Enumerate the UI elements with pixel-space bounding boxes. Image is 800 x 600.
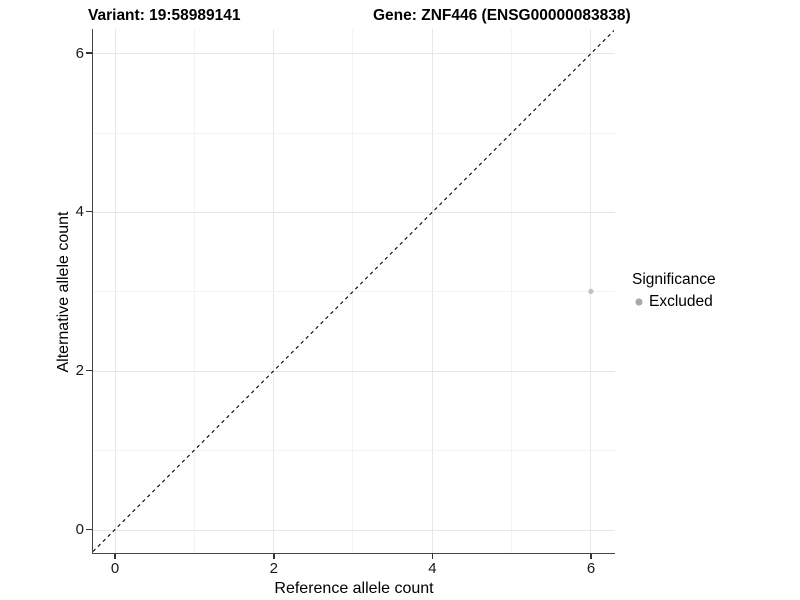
plot-panel bbox=[91, 29, 615, 554]
y-tick-label-6: 6 bbox=[75, 44, 84, 62]
panel-overlay bbox=[92, 29, 614, 552]
x-tick-label-6: 6 bbox=[586, 560, 596, 577]
y-tick-mark-4 bbox=[86, 210, 92, 213]
plot-title-variant: Variant: 19:58989141 bbox=[88, 7, 241, 24]
plot-title-gene: Gene: ZNF446 (ENSG00000083838) bbox=[373, 7, 631, 24]
y-tick-label-2: 2 bbox=[75, 361, 84, 379]
identity-line bbox=[92, 29, 614, 552]
x-tick-mark-6 bbox=[590, 554, 592, 559]
x-tick-label-2: 2 bbox=[269, 560, 278, 577]
data-point-excluded bbox=[587, 288, 593, 294]
y-tick-label-4: 4 bbox=[75, 203, 84, 221]
legend-item-label: Excluded bbox=[649, 293, 713, 310]
x-tick-label-4: 4 bbox=[428, 560, 437, 577]
y-tick-mark-0 bbox=[86, 528, 92, 531]
y-axis-title: Alternative allele count bbox=[55, 211, 72, 373]
x-tick-label-0: 0 bbox=[110, 560, 120, 577]
legend-item-excluded: Excluded bbox=[632, 293, 716, 311]
y-tick-mark-2 bbox=[86, 369, 92, 372]
excluded-point-icon bbox=[635, 298, 643, 306]
x-tick-mark-4 bbox=[431, 554, 434, 559]
y-tick-label-0: 0 bbox=[75, 521, 84, 538]
legend: Significance Excluded bbox=[632, 271, 716, 311]
x-tick-mark-2 bbox=[273, 554, 275, 559]
x-tick-mark-0 bbox=[114, 554, 116, 559]
x-axis-title: Reference allele count bbox=[274, 580, 434, 597]
y-tick-mark-6 bbox=[86, 52, 92, 54]
legend-title: Significance bbox=[632, 271, 716, 288]
